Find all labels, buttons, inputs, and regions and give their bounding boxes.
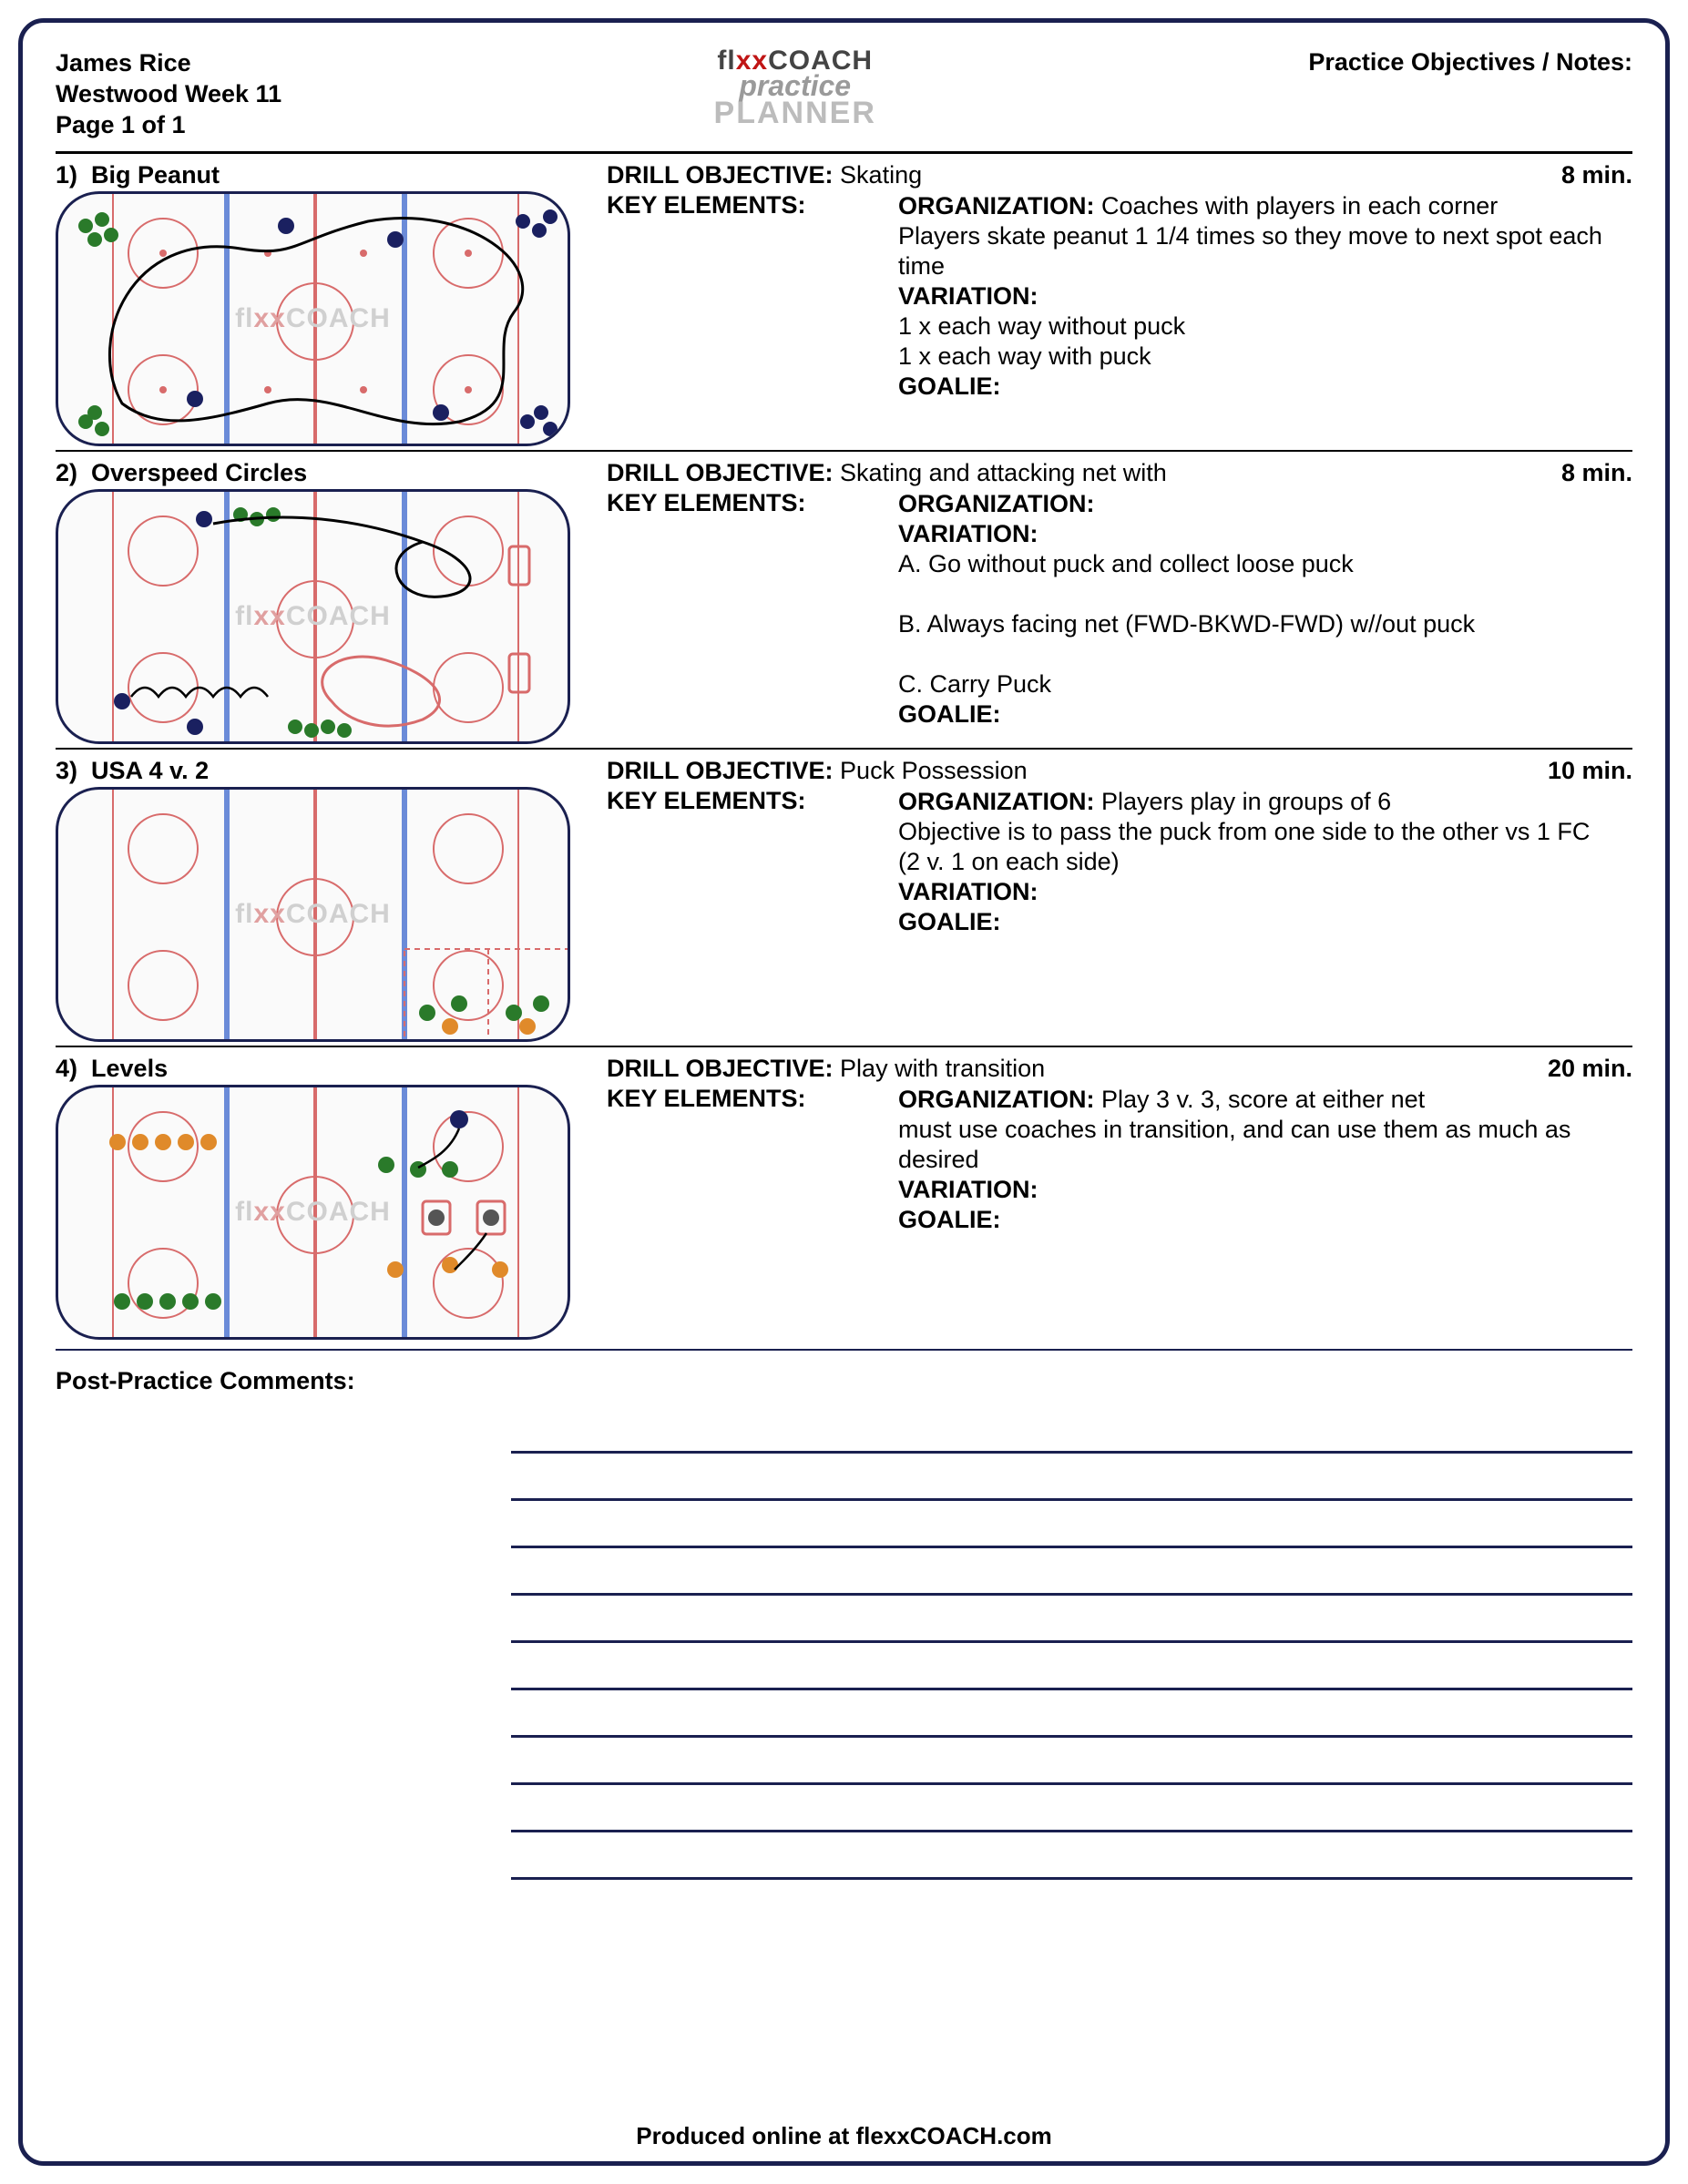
comment-line[interactable] — [511, 1643, 1632, 1690]
post-practice-title: Post-Practice Comments: — [56, 1367, 1632, 1395]
page-number: Page 1 of 1 — [56, 110, 281, 141]
header: James Rice Westwood Week 11 Page 1 of 1 … — [56, 48, 1632, 146]
comment-line[interactable] — [511, 1406, 1632, 1454]
comment-line[interactable] — [511, 1738, 1632, 1785]
coach-name: James Rice — [56, 48, 281, 79]
comment-line[interactable] — [511, 1501, 1632, 1548]
footer: Produced online at flexxCOACH.com — [56, 2111, 1632, 2150]
divider — [56, 1349, 1632, 1351]
drill-row: 3) USA 4 v. 2 — [56, 757, 1632, 1042]
rink-diagram: flxxCOACH — [56, 489, 570, 744]
header-left: James Rice Westwood Week 11 Page 1 of 1 — [56, 48, 281, 140]
drill-title: 3) USA 4 v. 2 — [56, 757, 588, 785]
post-practice-section: Post-Practice Comments: — [56, 1367, 1632, 1880]
divider — [56, 450, 1632, 452]
comment-line[interactable] — [511, 1454, 1632, 1501]
post-practice-lines — [511, 1406, 1632, 1880]
comment-line[interactable] — [511, 1832, 1632, 1880]
rink-diagram: flxxCOACH — [56, 787, 570, 1042]
header-logo: flxxCOACH practice PLANNER — [714, 48, 876, 128]
drill-title: 1) Big Peanut — [56, 161, 588, 189]
drill-duration: 8 min. — [1561, 161, 1632, 189]
comment-line[interactable] — [511, 1785, 1632, 1832]
divider — [56, 748, 1632, 750]
comment-line[interactable] — [511, 1548, 1632, 1596]
drill-row: 4) Levels — [56, 1055, 1632, 1340]
drill-title: 2) Overspeed Circles — [56, 459, 588, 487]
drill-title: 4) Levels — [56, 1055, 588, 1083]
practice-plan-page: James Rice Westwood Week 11 Page 1 of 1 … — [18, 18, 1670, 2166]
divider — [56, 1046, 1632, 1047]
drill-body: ORGANIZATION: Play 3 v. 3, score at eith… — [898, 1085, 1632, 1235]
rink-diagram: flxxCOACH — [56, 191, 570, 446]
header-right: Practice Objectives / Notes: — [1308, 48, 1632, 77]
comment-line[interactable] — [511, 1690, 1632, 1738]
team-week: Westwood Week 11 — [56, 79, 281, 110]
drill-row: 2) Overspeed Circles — [56, 459, 1632, 744]
rink-diagram: flxxCOACH — [56, 1085, 570, 1340]
drill-body: ORGANIZATION: VARIATION: A. Go without p… — [898, 489, 1632, 730]
drill-row: 1) Big Peanut — [56, 161, 1632, 446]
drill-duration: 10 min. — [1548, 757, 1632, 785]
divider — [56, 151, 1632, 154]
drill-body: ORGANIZATION: Players play in groups of … — [898, 787, 1632, 937]
drill-duration: 20 min. — [1548, 1055, 1632, 1083]
comment-line[interactable] — [511, 1596, 1632, 1643]
drill-body: ORGANIZATION: Coaches with players in ea… — [898, 191, 1632, 402]
drill-duration: 8 min. — [1561, 459, 1632, 487]
